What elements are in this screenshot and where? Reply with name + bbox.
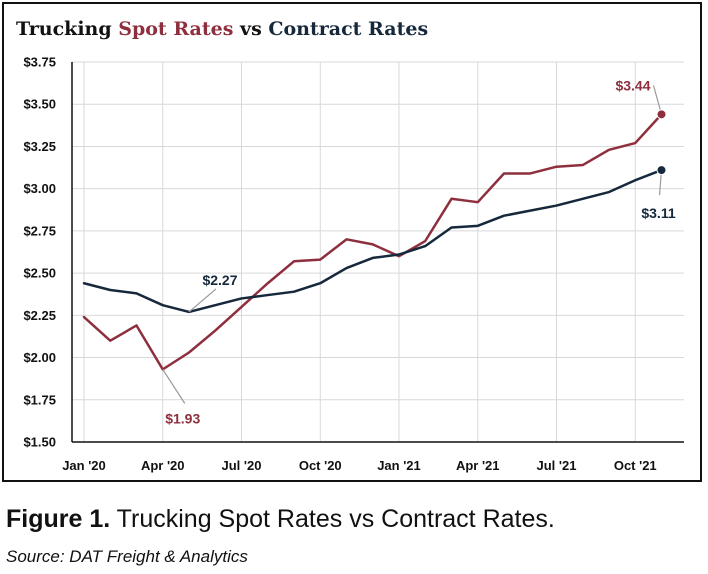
spot-value-label: $1.93 — [165, 410, 200, 426]
y-tick-label: $3.75 — [23, 55, 56, 70]
contract-value-label: $3.11 — [641, 205, 675, 221]
y-tick-label: $2.25 — [23, 308, 56, 323]
chart-title-spot: Spot Rates — [118, 18, 234, 40]
figure-caption-text: Trucking Spot Rates vs Contract Rates. — [110, 505, 555, 533]
x-tick-label: Jan '21 — [377, 458, 421, 473]
contract-end-point — [656, 165, 667, 176]
y-tick-label: $2.00 — [23, 350, 56, 365]
x-tick-label: Jul '21 — [537, 458, 577, 473]
y-tick-label: $3.50 — [23, 97, 56, 112]
y-tick-label: $1.50 — [23, 435, 56, 450]
spot-value-label: $3.44 — [615, 77, 650, 93]
x-tick-label: Jan '20 — [62, 458, 106, 473]
chart-title-prefix: Trucking — [16, 18, 119, 40]
spot-rate-line — [82, 113, 663, 371]
x-tick-label: Apr '20 — [141, 458, 185, 473]
chart-title: Trucking Spot Rates vs Contract Rates — [16, 18, 428, 40]
x-tick-label: Jul '20 — [222, 458, 262, 473]
spot-annotation-leader — [162, 369, 186, 404]
y-tick-label: $2.75 — [23, 223, 56, 238]
y-tick-label: $1.75 — [23, 392, 56, 407]
source-note: Source: DAT Freight & Analytics — [6, 547, 248, 566]
spot-annotation-leader — [652, 85, 663, 115]
line-chart: $1.50 $1.75 $2.00 $2.25 $2.50 $2.75 $3.00 $3.25… — [23, 55, 684, 473]
y-tick-label: $2.50 — [23, 266, 56, 281]
contract-annotation-leader — [188, 288, 217, 313]
y-tick-label: $3.00 — [23, 181, 56, 196]
x-tick-label: Apr '21 — [456, 458, 500, 473]
contract-rate-line — [82, 168, 663, 314]
x-tick-label: Oct '21 — [614, 458, 657, 473]
y-tick-label: $3.25 — [23, 139, 56, 154]
chart-title-contract: Contract Rates — [268, 18, 429, 40]
chart-title-vs: vs — [233, 18, 269, 40]
figure-caption-label: Figure 1. — [6, 505, 111, 533]
chart-frame — [2, 2, 702, 482]
contract-value-label: $2.27 — [202, 272, 237, 288]
x-tick-label: Oct '20 — [299, 458, 342, 473]
spot-end-point — [656, 109, 667, 120]
figure-caption: Figure 1. Trucking Spot Rates vs Contrac… — [6, 505, 555, 534]
